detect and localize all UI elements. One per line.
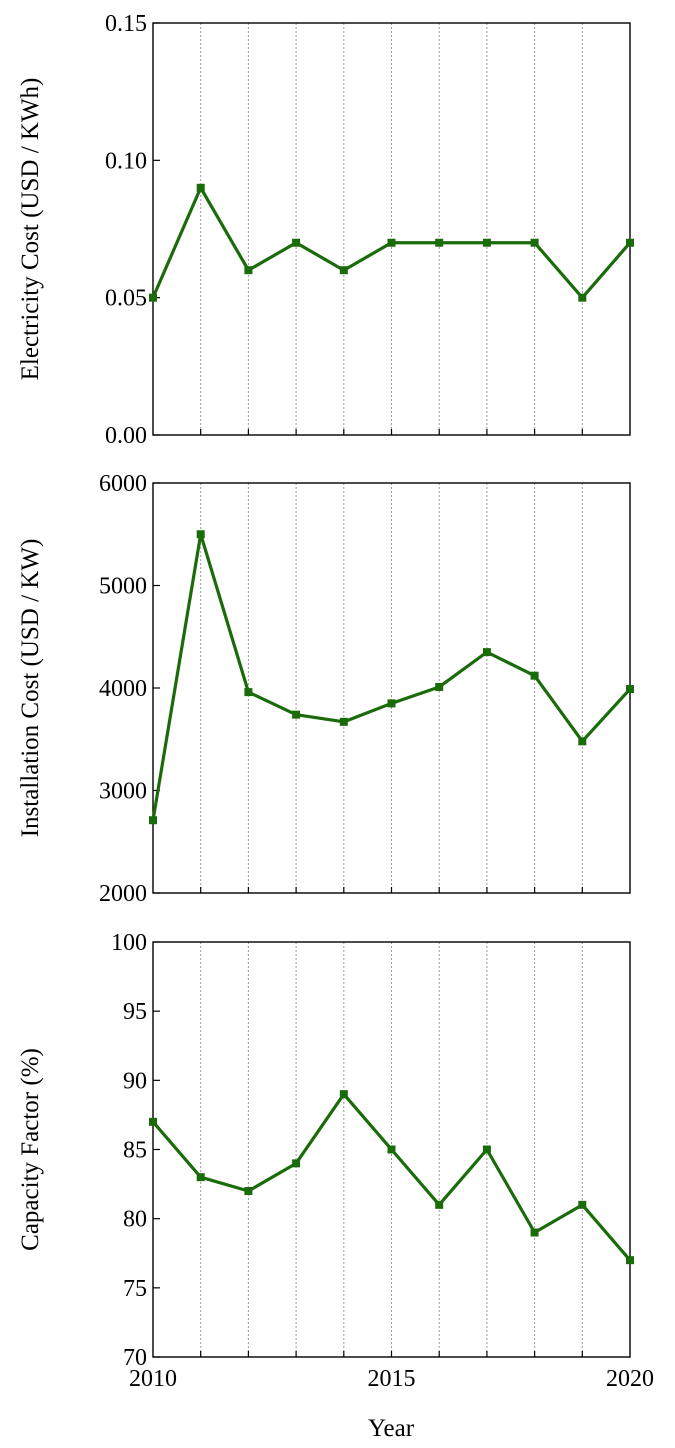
y-tick-label: 2000 — [99, 881, 147, 907]
data-point-2013 — [292, 710, 301, 719]
data-point-2012 — [244, 688, 253, 697]
data-point-2012 — [244, 1187, 253, 1195]
data-point-2010 — [149, 293, 157, 302]
data-point-2015 — [387, 1145, 396, 1154]
data-point-2020 — [626, 1256, 634, 1265]
x-tick-label: 2020 — [606, 1366, 654, 1392]
data-point-2020 — [626, 685, 634, 694]
data-point-2018 — [530, 1228, 539, 1237]
y-tick-label: 80 — [123, 1207, 147, 1233]
data-point-2017 — [482, 648, 491, 657]
y-axis-title: Electricity Cost (USD / KWh) — [17, 78, 44, 381]
y-tick-label: 0.10 — [105, 148, 147, 174]
y-tick-label: 70 — [123, 1345, 147, 1371]
y-tick-label: 5000 — [99, 574, 147, 600]
y-tick-label: 6000 — [99, 471, 147, 497]
y-axis-title: Installation Cost (USD / KW) — [17, 539, 44, 838]
x-axis-title: Year — [368, 1415, 415, 1442]
data-point-2018 — [530, 238, 539, 247]
plot-frame — [152, 22, 631, 436]
data-point-2014 — [339, 717, 348, 726]
data-point-2010 — [149, 1117, 157, 1126]
y-tick-label: 75 — [123, 1276, 147, 1302]
data-point-2020 — [626, 238, 634, 247]
x-tick-label: 2015 — [368, 1366, 416, 1392]
chart-panel-3: 70 75 80 85 90 95 100 2010 2015 2020 Capacity Fact… — [17, 930, 654, 1392]
data-point-2014 — [339, 266, 348, 275]
data-point-2015 — [387, 238, 396, 247]
data-point-2019 — [578, 737, 587, 746]
data-point-2016 — [435, 1200, 444, 1209]
y-tick-label: 85 — [123, 1138, 147, 1164]
data-point-2011 — [196, 1173, 205, 1182]
data-point-2017 — [482, 1145, 491, 1154]
data-point-2019 — [578, 293, 587, 302]
data-point-2013 — [292, 238, 301, 247]
data-point-2018 — [530, 671, 539, 680]
data-point-2011 — [196, 183, 205, 192]
data-point-2019 — [578, 1200, 587, 1209]
data-point-2017 — [482, 238, 491, 247]
y-tick-label: 0.00 — [105, 423, 147, 449]
y-tick-label: 100 — [111, 930, 147, 956]
x-tick-label: 2010 — [129, 1366, 177, 1392]
y-tick-label: 4000 — [99, 676, 147, 702]
data-point-2013 — [292, 1159, 301, 1168]
y-tick-label: 3000 — [99, 779, 147, 805]
data-point-2014 — [339, 1090, 348, 1099]
data-point-2011 — [196, 530, 205, 539]
y-tick-label: 0.05 — [105, 286, 147, 312]
plot-frame — [152, 941, 631, 1358]
data-point-2016 — [435, 682, 444, 691]
data-point-2010 — [149, 816, 157, 825]
chart-panel-1: 0.00 0.05 0.10 0.15 Electricity Cost (USD / … — [17, 11, 634, 449]
data-point-2015 — [387, 699, 396, 708]
y-axis-title: Capacity Factor (%) — [17, 1048, 44, 1251]
chart-panel-2: 2000 3000 4000 5000 6000 Installation Cost (U… — [17, 471, 634, 907]
series-line — [151, 532, 632, 821]
y-tick-label: 0.15 — [105, 11, 147, 37]
data-point-2012 — [244, 266, 253, 275]
y-tick-label: 90 — [123, 1068, 147, 1094]
panels: 0.00 0.05 0.10 0.15 Electricity Cost (USD / … — [17, 11, 654, 1392]
data-point-2016 — [435, 238, 444, 247]
y-tick-label: 95 — [123, 999, 147, 1025]
